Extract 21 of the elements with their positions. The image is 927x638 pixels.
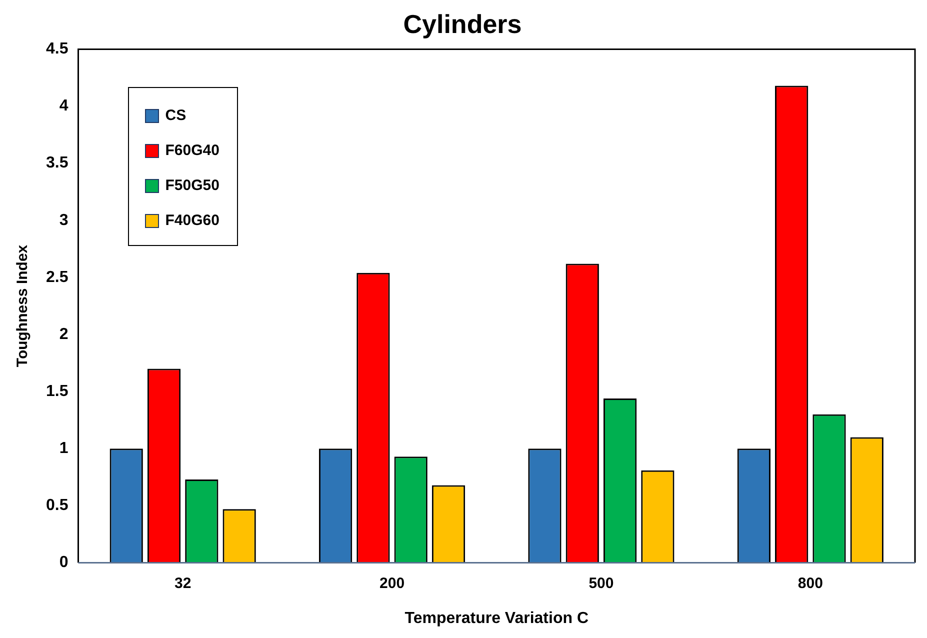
y-tick-label: 2 bbox=[59, 326, 68, 343]
y-tick-label: 2.5 bbox=[46, 268, 68, 286]
legend-label: CS bbox=[165, 107, 186, 124]
chart-title: Cylinders bbox=[403, 8, 522, 39]
y-tick-label: 0 bbox=[59, 554, 68, 572]
y-tick-label: 1.5 bbox=[46, 383, 68, 400]
legend-label: F50G50 bbox=[165, 177, 220, 194]
legend-label: F40G60 bbox=[165, 212, 220, 230]
x-axis-title: Temperature Variation C bbox=[404, 610, 589, 627]
x-tick-label: 800 bbox=[798, 574, 823, 592]
y-tick-label: 0.5 bbox=[46, 497, 68, 514]
y-tick-label: 4 bbox=[59, 98, 68, 115]
x-tick-label: 200 bbox=[380, 574, 405, 592]
x-tick-label: 32 bbox=[174, 574, 192, 592]
y-tick-label: 1 bbox=[59, 440, 68, 458]
y-tick-label: 3 bbox=[59, 212, 68, 229]
y-axis-title: Toughness Index bbox=[14, 244, 32, 368]
y-tick-label: 4.5 bbox=[46, 40, 68, 58]
y-tick-label: 3.5 bbox=[46, 154, 68, 172]
legend-label: F60G40 bbox=[165, 142, 220, 160]
x-tick-label: 500 bbox=[588, 574, 614, 592]
